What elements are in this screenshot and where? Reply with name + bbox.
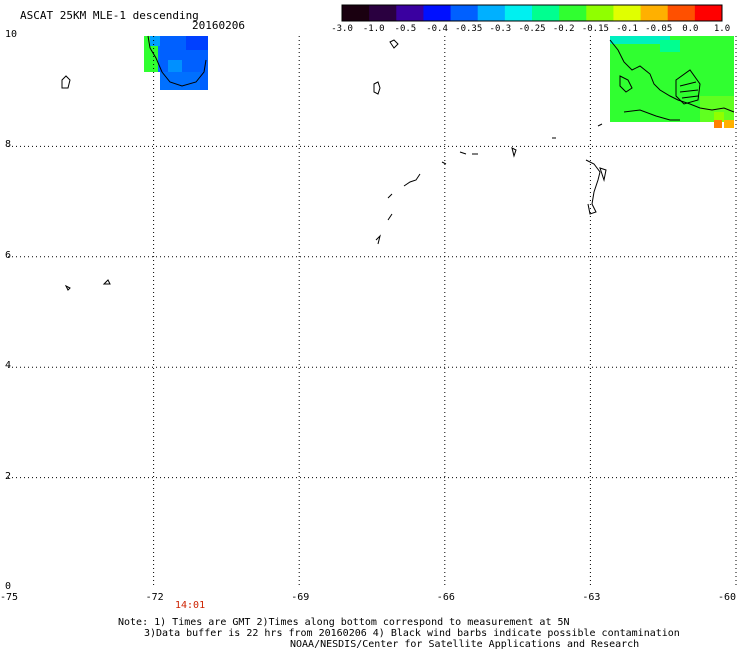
colorbar-label: -0.3 <box>489 24 512 34</box>
data-swath-left <box>144 36 208 90</box>
colorbar-label: -0.35 <box>455 24 483 34</box>
colorbar-swatch <box>477 5 506 21</box>
colorbar-swatch <box>613 5 642 21</box>
colorbar-label: -3.0 <box>331 24 353 34</box>
x-tick-label: -69 <box>291 592 310 603</box>
colorbar-swatch <box>532 5 560 21</box>
y-tick-label: 2 <box>5 470 12 482</box>
colorbar-label: -0.1 <box>616 24 638 34</box>
note-line-3: NOAA/NESDIS/Center for Satellite Applica… <box>290 639 640 650</box>
colorbar <box>341 4 723 22</box>
colorbar-frame <box>341 4 723 22</box>
colorbar-swatch <box>450 5 479 21</box>
x-tick-label: -63 <box>582 592 601 603</box>
map-title: ASCAT 25KM MLE-1 descending <box>20 9 199 22</box>
colorbar-label: 1.0 <box>713 24 731 34</box>
colorbar-label: -1.0 <box>362 24 385 34</box>
note-line-2: 3)Data buffer is 22 hrs from 20160206 4)… <box>144 628 680 639</box>
coastlines <box>61 35 735 291</box>
x-tick-label: -66 <box>436 592 455 603</box>
colorbar-swatch <box>342 5 370 21</box>
colorbar-swatch <box>423 5 452 21</box>
note-line-1: Note: 1) Times are GMT 2)Times along bot… <box>118 617 570 628</box>
map-date: 20160206 <box>192 19 245 32</box>
colorbar-swatch <box>504 5 533 21</box>
x-tick-label: -60 <box>718 592 737 603</box>
colorbar-label: -0.2 <box>552 24 575 34</box>
colorbar-label: 0.0 <box>682 24 699 34</box>
x-tick-label: -72 <box>145 592 164 603</box>
y-tick-label: 6 <box>5 249 12 261</box>
y-tick-label: 4 <box>5 360 12 372</box>
colorbar-swatch <box>667 5 696 21</box>
grid-lines <box>8 36 737 588</box>
colorbar-swatch <box>640 5 669 21</box>
colorbar-label: -0.15 <box>581 24 609 34</box>
y-tick-label: 0 <box>5 581 12 592</box>
colorbar-swatch <box>396 5 424 21</box>
colorbar-swatch <box>559 5 587 21</box>
colorbar-label: -0.25 <box>518 24 546 34</box>
data-swath-right <box>610 36 734 128</box>
colorbar-label: -0.5 <box>394 24 417 34</box>
y-tick-label: 8 <box>5 139 12 151</box>
colorbar-swatch <box>586 5 614 21</box>
colorbar-label: -0.05 <box>645 24 673 34</box>
x-tick-label: -75 <box>0 592 19 603</box>
colorbar-swatch <box>369 5 397 21</box>
colorbar-label: -0.4 <box>426 24 448 34</box>
colorbar-swatch <box>694 5 723 21</box>
y-tick-label: 10 <box>5 29 18 40</box>
time-label: 14:01 <box>175 600 206 611</box>
